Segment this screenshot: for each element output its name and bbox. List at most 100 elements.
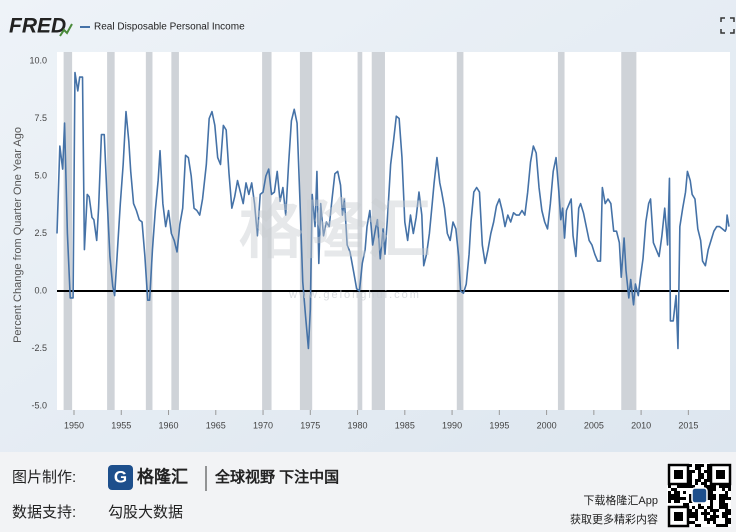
fred-logo-icon	[59, 23, 73, 37]
qr-cell	[689, 485, 692, 488]
x-tick-label: 1960	[159, 420, 179, 430]
qr-cell	[710, 506, 713, 509]
qr-cell	[707, 476, 710, 479]
qr-cell	[692, 515, 695, 518]
y-tick-label: 0.0	[34, 285, 47, 295]
qr-cell	[719, 494, 722, 497]
qr-cell	[701, 506, 704, 509]
recession-band	[145, 52, 153, 410]
qr-cell	[689, 476, 692, 479]
qr-cell	[701, 473, 704, 476]
qr-cell	[725, 524, 728, 527]
qr-cell	[698, 524, 701, 527]
qr-cell	[725, 512, 728, 515]
plot-area	[57, 52, 730, 410]
recession-band	[557, 52, 565, 410]
qr-cell	[704, 512, 707, 515]
qr-cell	[713, 512, 716, 515]
y-tick-label: 7.5	[34, 113, 47, 123]
qr-finder	[667, 505, 690, 528]
qr-finder	[667, 463, 690, 486]
qr-cell	[707, 488, 710, 491]
fullscreen-icon[interactable]	[720, 17, 735, 34]
series-line	[56, 71, 730, 350]
qr-cell	[689, 512, 692, 515]
qr-cell	[668, 491, 671, 494]
qr-cell	[725, 491, 728, 494]
qr-cell	[707, 506, 710, 509]
qr-cell	[713, 497, 716, 500]
qr-cell	[704, 509, 707, 512]
qr-cell	[683, 503, 686, 506]
qr-cell	[680, 485, 683, 488]
qr-cell	[725, 506, 728, 509]
qr-cell	[695, 464, 698, 467]
qr-cell	[689, 515, 692, 518]
qr-cell	[719, 500, 722, 503]
qr-cell	[698, 467, 701, 470]
qr-cell	[710, 503, 713, 506]
qr-cell	[707, 485, 710, 488]
qr-cell	[713, 515, 716, 518]
qr-cell	[698, 470, 701, 473]
qr-cell	[695, 524, 698, 527]
watermark-brand: 格隆汇	[239, 194, 431, 266]
qr-cell	[710, 518, 713, 521]
footer-logo-icon	[108, 465, 133, 490]
qr-finder-core	[716, 470, 725, 479]
qr-cell	[701, 476, 704, 479]
qr-cell	[698, 473, 701, 476]
x-tick-label: 1950	[64, 420, 84, 430]
qr-cell	[701, 464, 704, 467]
footer-brand: 格隆汇	[137, 466, 188, 486]
x-tick-label: 2000	[537, 420, 557, 430]
qr-cell	[692, 470, 695, 473]
qr-cell	[725, 518, 728, 521]
qr-cell	[689, 464, 692, 467]
x-tick-label: 1985	[395, 420, 415, 430]
footer-logo-letter: G	[114, 467, 127, 486]
x-tick-label: 1995	[489, 420, 509, 430]
qr-cell	[674, 500, 677, 503]
qr-cell	[722, 494, 725, 497]
qr-cell	[713, 488, 716, 491]
qr-cell	[719, 497, 722, 500]
recession-band	[621, 52, 637, 410]
qr-cell	[668, 497, 671, 500]
y-axis-label: Percent Change from Quarter One Year Ago	[12, 127, 24, 343]
qr-finder-core	[674, 512, 683, 521]
qr-cell	[686, 485, 689, 488]
x-tick-label: 2005	[584, 420, 604, 430]
qr-cell	[710, 497, 713, 500]
qr-cell	[677, 485, 680, 488]
qr-cell	[683, 497, 686, 500]
footer-data-label: 数据支持:	[12, 504, 76, 521]
qr-cell	[728, 521, 731, 524]
qr-cell	[710, 500, 713, 503]
footer-app-line1: 下载格隆汇App	[583, 493, 658, 507]
qr-cell	[713, 521, 716, 524]
qr-cell	[707, 494, 710, 497]
qr-cell	[719, 524, 722, 527]
y-tick-label: 2.5	[34, 228, 47, 238]
qr-cell	[707, 479, 710, 482]
qr-cell	[677, 494, 680, 497]
qr-cell	[704, 482, 707, 485]
qr-cell	[704, 470, 707, 473]
qr-cell	[698, 476, 701, 479]
qr-code[interactable]	[667, 463, 732, 528]
qr-cell	[722, 500, 725, 503]
qr-cell	[725, 509, 728, 512]
qr-cell	[728, 497, 731, 500]
qr-cell	[674, 494, 677, 497]
plot: -5.0 -2.5 0.0 2.5 5.0 7.5 10.0 1950 1955 1960 1965…	[29, 52, 730, 430]
qr-cell	[677, 497, 680, 500]
qr-cell	[674, 497, 677, 500]
recession-band	[357, 52, 363, 410]
qr-cell	[695, 509, 698, 512]
qr-cell	[689, 521, 692, 524]
qr-cell	[719, 506, 722, 509]
qr-cell	[668, 500, 671, 503]
qr-cell	[689, 479, 692, 482]
qr-cell	[689, 500, 692, 503]
